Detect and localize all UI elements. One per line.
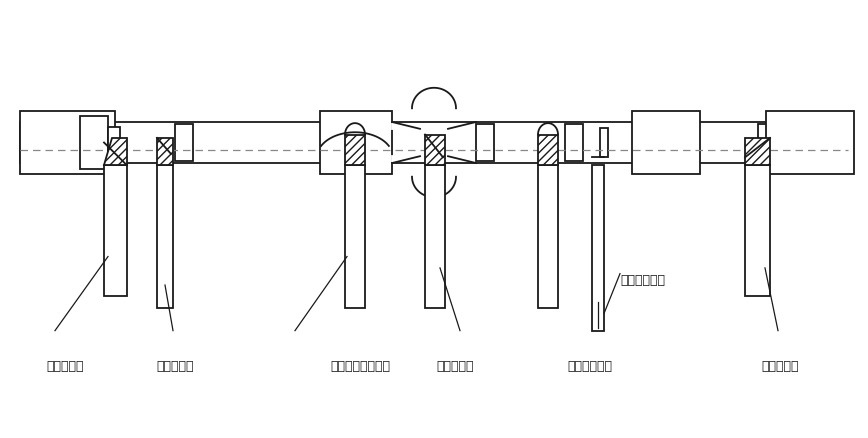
Polygon shape — [104, 165, 127, 297]
Polygon shape — [157, 138, 173, 165]
Text: 先丸曲がりバイト: 先丸曲がりバイト — [330, 360, 390, 374]
Polygon shape — [425, 165, 445, 308]
Polygon shape — [538, 134, 558, 165]
Polygon shape — [538, 165, 558, 308]
Bar — [80, 116, 108, 169]
Text: 真剣バイト: 真剣バイト — [156, 360, 194, 374]
Text: 突切りバイト: 突切りバイト — [620, 274, 665, 286]
Polygon shape — [745, 138, 770, 165]
Bar — [320, 110, 392, 174]
Polygon shape — [392, 122, 476, 129]
Polygon shape — [592, 165, 604, 331]
Bar — [20, 110, 115, 174]
Polygon shape — [745, 165, 770, 297]
Text: 向きバイト: 向きバイト — [761, 360, 799, 374]
Text: 片刃バイト: 片刃バイト — [437, 360, 474, 374]
Text: 斜剣バイト: 斜剣バイト — [46, 360, 83, 374]
Polygon shape — [392, 156, 476, 163]
Polygon shape — [345, 134, 365, 165]
Bar — [600, 128, 608, 157]
Bar — [108, 127, 120, 159]
Polygon shape — [425, 134, 445, 165]
Bar — [632, 110, 700, 174]
Bar — [476, 124, 494, 161]
Polygon shape — [157, 165, 173, 308]
Bar — [758, 124, 780, 161]
Bar — [175, 124, 193, 161]
Polygon shape — [104, 138, 127, 165]
Polygon shape — [345, 165, 365, 308]
Bar — [766, 110, 854, 174]
Bar — [565, 124, 583, 161]
Bar — [20, 122, 848, 163]
Text: 先丸剣バイト: 先丸剣バイト — [568, 360, 613, 374]
